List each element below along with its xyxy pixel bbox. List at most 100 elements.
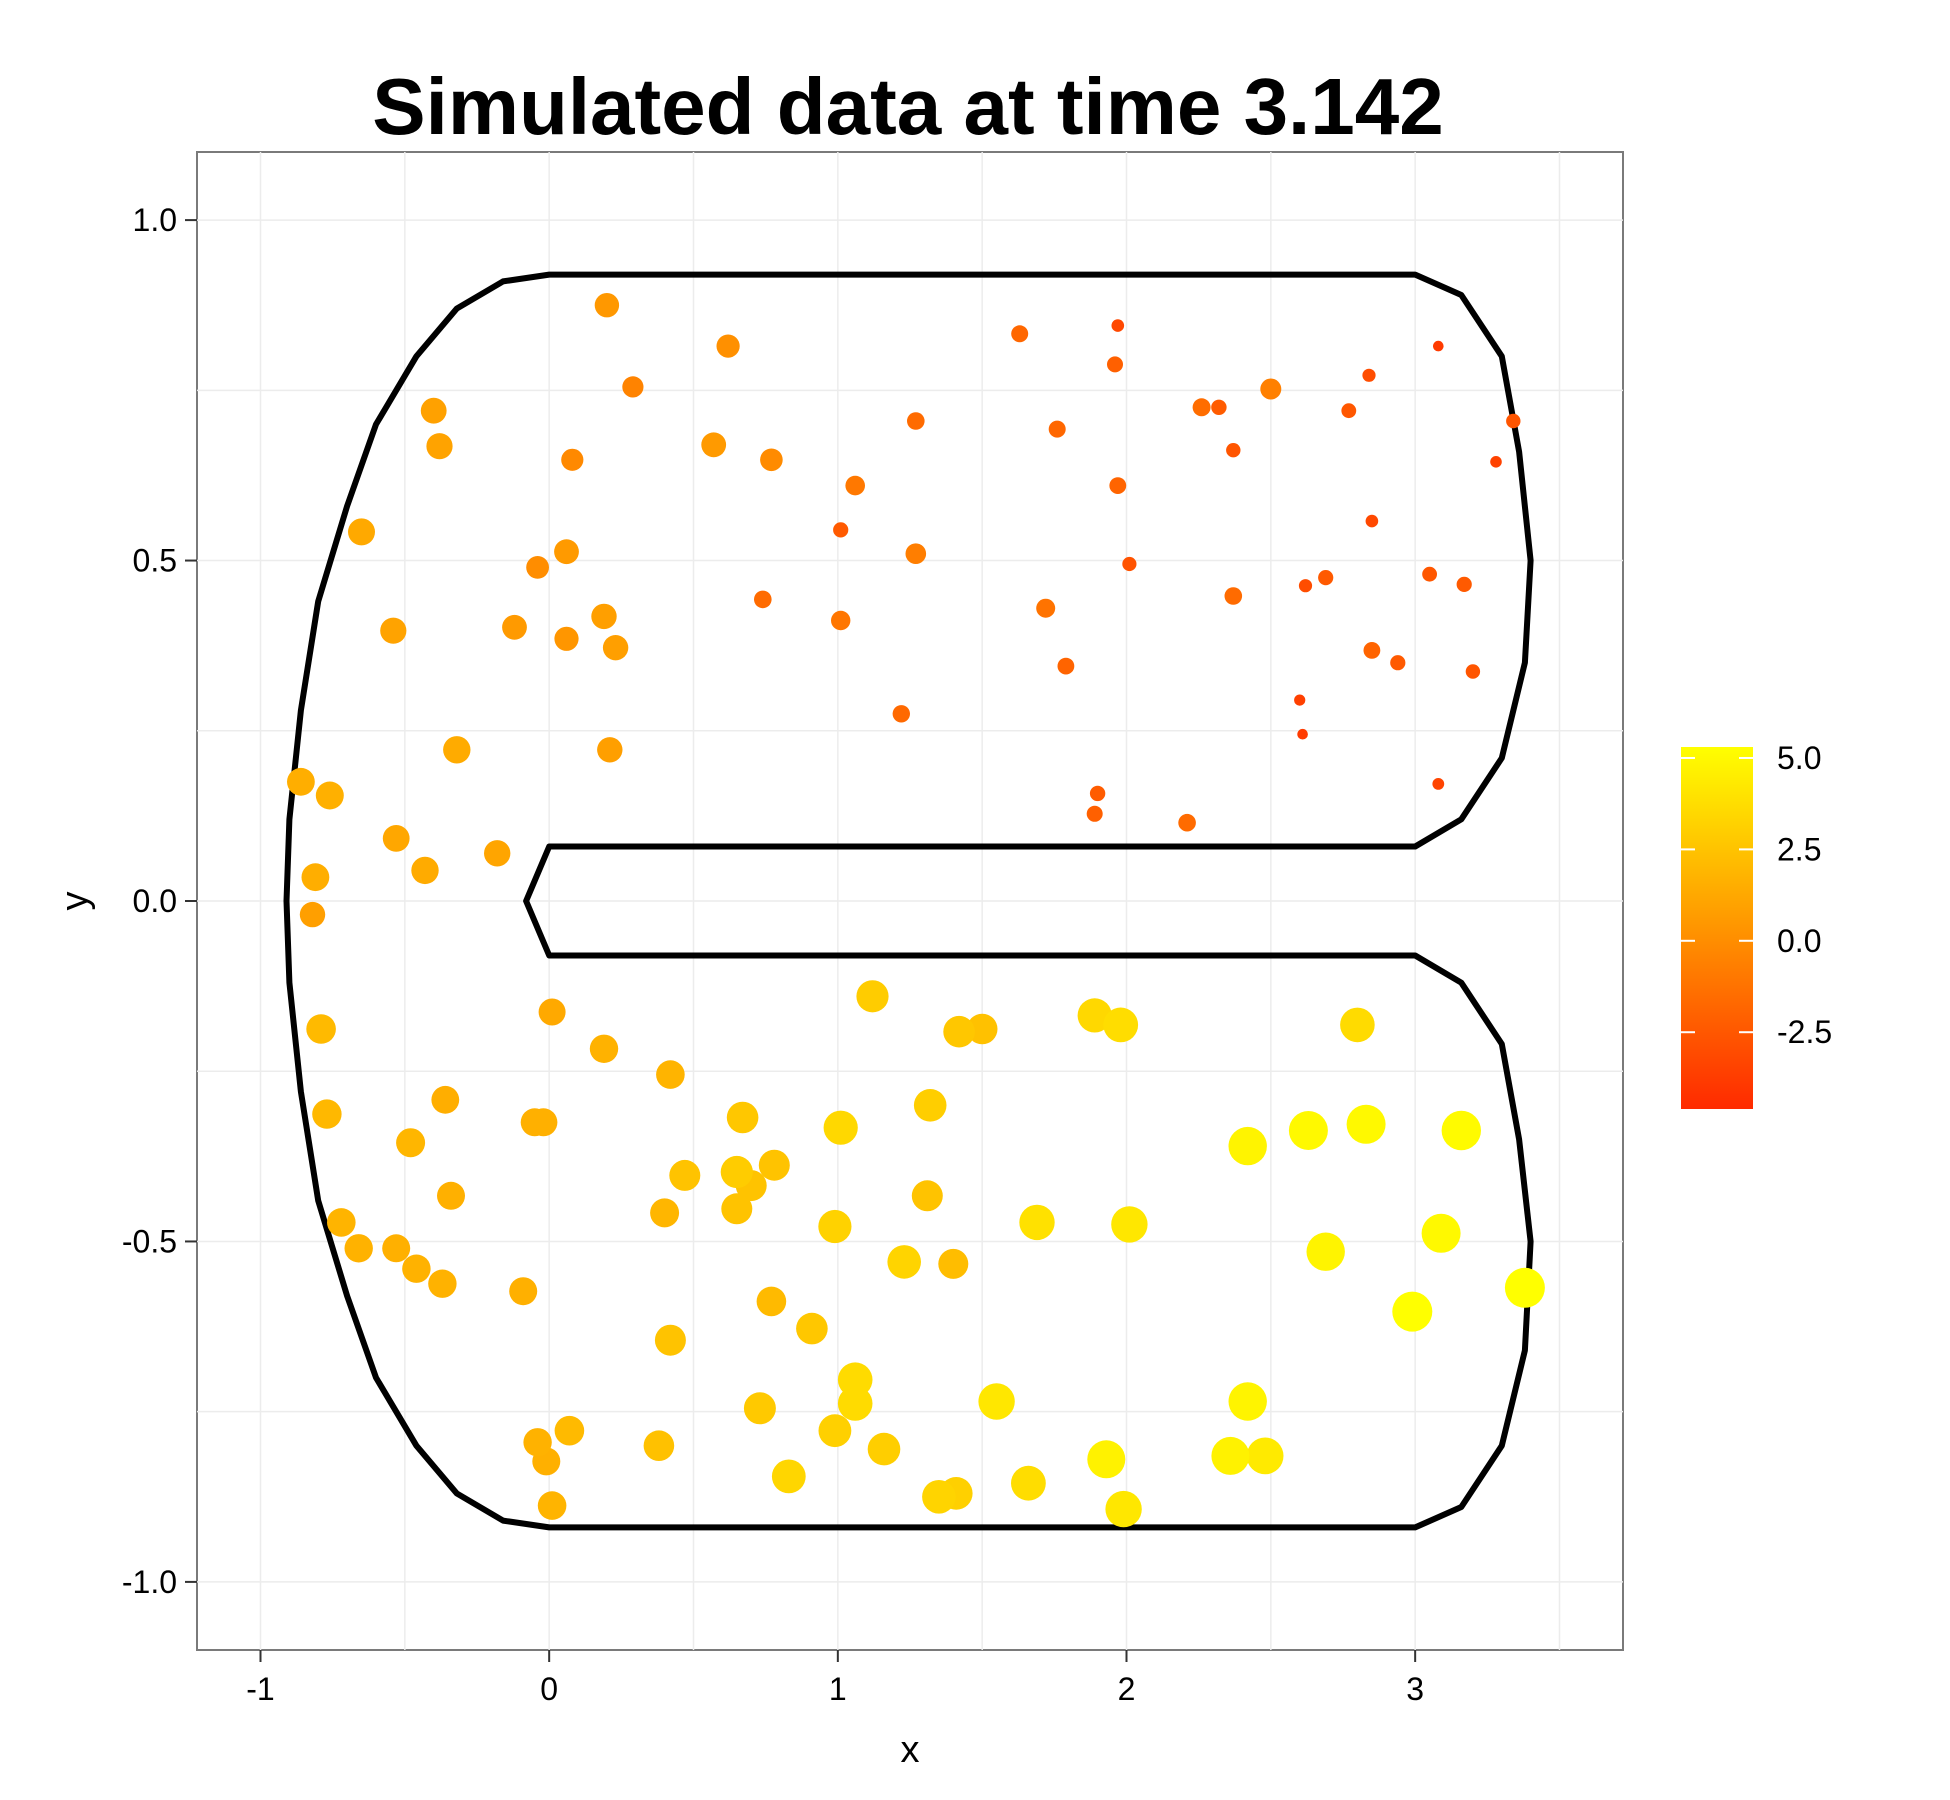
data-point xyxy=(523,1428,552,1457)
data-point xyxy=(1341,403,1357,419)
data-point xyxy=(1077,998,1112,1033)
data-point xyxy=(1089,785,1106,802)
data-point xyxy=(426,433,453,460)
x-tick-label: 0 xyxy=(540,1671,558,1707)
y-axis: -1.0 -0.5 0.0 0.5 1.0 xyxy=(122,202,197,1600)
data-point xyxy=(315,781,344,810)
data-point xyxy=(589,1034,619,1064)
data-point xyxy=(911,1180,943,1212)
data-point xyxy=(1297,728,1308,740)
data-point xyxy=(382,825,410,852)
data-point xyxy=(396,1128,426,1158)
data-point xyxy=(428,1269,457,1298)
data-point xyxy=(327,1208,356,1237)
data-point xyxy=(887,1245,921,1279)
data-point xyxy=(1465,664,1481,679)
y-tick-label: -1.0 xyxy=(122,1564,177,1600)
colorbar-gradient xyxy=(1681,747,1753,1109)
data-point xyxy=(701,432,727,458)
data-point xyxy=(716,334,740,358)
data-point xyxy=(1178,813,1196,832)
data-point xyxy=(382,1234,411,1263)
y-tick-label: 0.5 xyxy=(133,543,177,579)
data-point xyxy=(402,1254,431,1283)
y-tick-label: 0.0 xyxy=(133,883,177,919)
data-point xyxy=(484,840,511,867)
colorbar-label: 2.5 xyxy=(1777,831,1821,867)
data-point xyxy=(1346,1104,1386,1144)
colorbar-label: 5.0 xyxy=(1777,740,1821,776)
data-point xyxy=(743,1392,776,1425)
data-point xyxy=(1226,443,1241,458)
data-point xyxy=(1224,587,1243,605)
data-point xyxy=(594,293,620,318)
data-point xyxy=(509,1277,538,1306)
data-point xyxy=(905,543,927,564)
data-point xyxy=(1011,325,1029,343)
data-point xyxy=(554,539,579,565)
data-point xyxy=(1011,1465,1046,1501)
data-point xyxy=(837,1386,873,1421)
data-point xyxy=(443,736,471,764)
data-point xyxy=(537,1491,567,1520)
data-point xyxy=(1111,319,1125,332)
data-point xyxy=(1228,1382,1267,1421)
data-point xyxy=(1441,1110,1482,1151)
data-point xyxy=(760,448,783,472)
data-point xyxy=(1456,576,1472,593)
data-point xyxy=(938,1248,969,1279)
data-point xyxy=(771,1459,806,1494)
data-point xyxy=(1318,570,1334,586)
data-point xyxy=(1211,1436,1250,1475)
data-point xyxy=(1306,1232,1345,1271)
data-point xyxy=(966,1013,998,1045)
data-point xyxy=(420,397,447,424)
data-point xyxy=(622,376,644,398)
x-tick-label: 3 xyxy=(1406,1671,1424,1707)
data-point xyxy=(1105,1490,1142,1528)
data-point xyxy=(856,980,889,1013)
data-point xyxy=(1390,655,1406,671)
data-point xyxy=(1107,356,1123,373)
chart-title: Simulated data at time 3.142 xyxy=(372,62,1444,151)
data-point xyxy=(431,1085,460,1114)
data-point xyxy=(720,1155,753,1189)
data-point xyxy=(845,475,865,496)
data-point xyxy=(1432,778,1445,790)
data-point xyxy=(591,603,617,630)
data-point xyxy=(818,1209,852,1244)
data-point xyxy=(1363,642,1381,659)
data-point xyxy=(597,737,623,763)
data-point xyxy=(1019,1204,1055,1241)
data-point xyxy=(818,1414,852,1448)
data-point xyxy=(306,1014,336,1044)
data-point xyxy=(837,1362,873,1397)
boundary-outline xyxy=(283,271,1534,1531)
colorbar-legend: -2.5 0.0 2.5 5.0 xyxy=(1681,740,1832,1109)
colorbar-label: -2.5 xyxy=(1777,1014,1832,1050)
data-point xyxy=(602,635,629,661)
data-point xyxy=(669,1159,701,1191)
data-point xyxy=(1192,398,1211,417)
data-point xyxy=(538,998,566,1026)
x-tick-label: 1 xyxy=(829,1671,847,1707)
x-tick-label: 2 xyxy=(1118,1671,1136,1707)
data-point xyxy=(1111,1206,1148,1243)
data-point xyxy=(1340,1007,1375,1043)
data-point xyxy=(1086,805,1103,822)
data-point xyxy=(561,448,584,471)
x-tick-label: -1 xyxy=(246,1671,274,1707)
data-point xyxy=(502,614,527,640)
x-axis: -1 0 1 2 3 xyxy=(246,1650,1424,1707)
data-point xyxy=(1433,340,1444,352)
data-point xyxy=(1246,1437,1284,1475)
data-point xyxy=(1228,1126,1267,1166)
y-axis-title: y xyxy=(54,892,96,911)
data-point xyxy=(411,856,439,885)
data-point xyxy=(831,610,851,631)
x-axis-title: x xyxy=(901,1729,920,1771)
gridlines xyxy=(197,152,1623,1650)
data-point xyxy=(1421,1213,1461,1253)
data-point xyxy=(554,1415,585,1446)
